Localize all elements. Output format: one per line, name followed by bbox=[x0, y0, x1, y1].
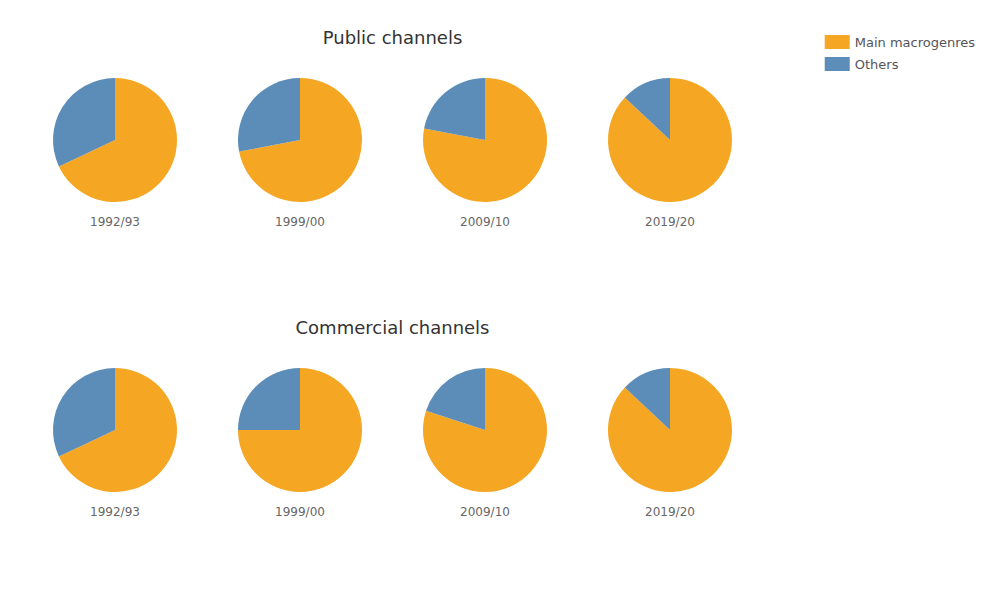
svg-text:2019/20: 2019/20 bbox=[645, 505, 695, 519]
svg-text:2009/10: 2009/10 bbox=[460, 505, 510, 519]
svg-text:1999/00: 1999/00 bbox=[275, 215, 325, 229]
svg-text:Public channels: Public channels bbox=[323, 27, 463, 48]
svg-text:2019/20: 2019/20 bbox=[645, 215, 695, 229]
svg-text:1992/93: 1992/93 bbox=[90, 215, 140, 229]
svg-text:1999/00: 1999/00 bbox=[275, 505, 325, 519]
svg-text:Commercial channels: Commercial channels bbox=[296, 317, 490, 338]
svg-text:1992/93: 1992/93 bbox=[90, 505, 140, 519]
svg-text:Others: Others bbox=[855, 57, 899, 72]
svg-text:2009/10: 2009/10 bbox=[460, 215, 510, 229]
svg-text:Main macrogenres: Main macrogenres bbox=[855, 35, 976, 50]
